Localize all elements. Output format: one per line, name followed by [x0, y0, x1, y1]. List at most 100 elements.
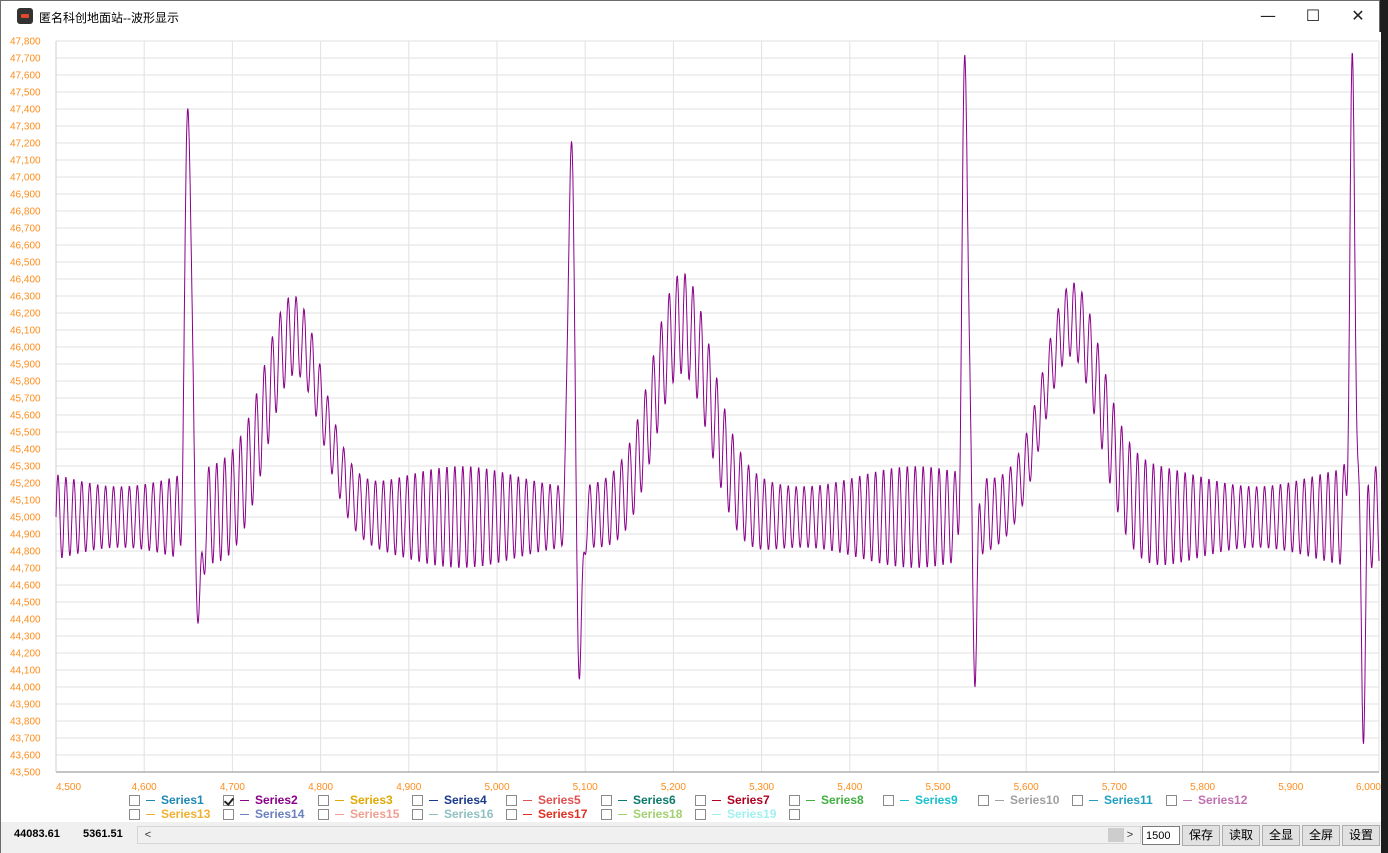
legend-checkbox[interactable] — [318, 809, 329, 820]
legend-swatch-icon — [146, 814, 155, 815]
y-tick-label: 44,500 — [10, 598, 41, 609]
y-tick-label: 46,800 — [10, 207, 41, 218]
legend-label: Series7 — [727, 793, 770, 807]
legend-swatch-icon — [429, 814, 438, 815]
x-tick-label: 6,000 — [1356, 782, 1381, 792]
scroll-thumb[interactable] — [1108, 828, 1124, 842]
legend-label: Series4 — [444, 793, 487, 807]
app-logo-icon — [17, 8, 33, 24]
chart-legend: Series1 Series2 Series3 Series4 Series5 Serie… — [129, 794, 1329, 824]
y-tick-label: 45,500 — [10, 428, 41, 439]
x-tick-label: 5,900 — [1278, 782, 1303, 792]
point-count-input[interactable] — [1142, 826, 1180, 845]
x-tick-label: 5,400 — [837, 782, 862, 792]
legend-label: Series19 — [727, 807, 777, 821]
y-tick-label: 46,200 — [10, 309, 41, 320]
y-tick-label: 47,800 — [10, 37, 41, 48]
legend-swatch-icon — [146, 800, 155, 801]
legend-swatch-icon — [240, 800, 249, 801]
series-layer — [55, 52, 1380, 744]
y-tick-label: 43,700 — [10, 734, 41, 745]
y-tick-label: 46,000 — [10, 343, 41, 354]
x-tick-label: 5,700 — [1102, 782, 1127, 792]
y-tick-label: 47,400 — [10, 105, 41, 116]
y-tick-label: 47,700 — [10, 54, 41, 65]
y-tick-label: 44,200 — [10, 649, 41, 660]
x-tick-label: 4,700 — [220, 782, 245, 792]
legend-swatch-icon — [429, 800, 438, 801]
legend-swatch-icon — [523, 814, 532, 815]
waveform-chart-svg[interactable]: 43,500 43,600 43,700 43,800 43,900 44,000 44,1… — [1, 32, 1381, 793]
show-all-button[interactable]: 全显 — [1262, 825, 1300, 846]
scroll-left-arrow-icon[interactable]: < — [144, 829, 152, 841]
legend-checkbox[interactable] — [129, 795, 140, 806]
y-tick-label: 44,700 — [10, 564, 41, 575]
y-tick-label: 43,600 — [10, 751, 41, 762]
legend-checkbox[interactable] — [129, 809, 140, 820]
y-tick-label: 47,200 — [10, 139, 41, 150]
legend-label: Series11 — [1104, 793, 1153, 807]
y-tick-label: 45,600 — [10, 411, 41, 422]
legend-label: Series17 — [538, 807, 588, 821]
legend-checkbox[interactable] — [601, 795, 612, 806]
horizontal-scrollbar[interactable]: < > — [137, 826, 1141, 844]
legend-label: Series3 — [350, 793, 393, 807]
legend-checkbox[interactable] — [1072, 795, 1083, 806]
legend-swatch-icon — [995, 800, 1004, 801]
y-tick-label: 46,300 — [10, 292, 41, 303]
y-tick-label: 43,800 — [10, 717, 41, 728]
y-tick-label: 45,000 — [10, 513, 41, 524]
save-button[interactable]: 保存 — [1182, 825, 1220, 846]
x-tick-label: 5,500 — [925, 782, 950, 792]
y-tick-label: 44,600 — [10, 581, 41, 592]
legend-checkbox[interactable] — [789, 795, 800, 806]
maximize-button[interactable]: ☐ — [1305, 6, 1321, 25]
y-tick-label: 45,200 — [10, 479, 41, 490]
legend-checkbox[interactable] — [318, 795, 329, 806]
legend-checkbox[interactable] — [695, 795, 706, 806]
title-bar[interactable]: 匿名科创地面站--波形显示 — ☐ ✕ — [1, 1, 1379, 32]
y-tick-label: 45,700 — [10, 394, 41, 405]
legend-checkbox[interactable] — [223, 795, 234, 806]
legend-checkbox[interactable] — [695, 809, 706, 820]
legend-checkbox[interactable] — [412, 795, 423, 806]
load-button[interactable]: 读取 — [1222, 825, 1260, 846]
waveform-chart[interactable]: 43,500 43,600 43,700 43,800 43,900 44,000 44,1… — [1, 32, 1381, 822]
close-button[interactable]: ✕ — [1351, 6, 1365, 25]
y-tick-label: 45,400 — [10, 445, 41, 456]
legend-checkbox[interactable] — [506, 809, 517, 820]
scroll-right-arrow-icon[interactable]: > — [1126, 829, 1134, 841]
x-tick-label: 4,600 — [132, 782, 157, 792]
y-tick-label: 44,000 — [10, 683, 41, 694]
minimize-button[interactable]: — — [1260, 6, 1276, 25]
x-tick-label: 5,600 — [1014, 782, 1039, 792]
legend-checkbox[interactable] — [978, 795, 989, 806]
legend-label: Series10 — [1010, 793, 1060, 807]
legend-checkbox[interactable] — [223, 809, 234, 820]
legend-checkbox[interactable] — [883, 795, 894, 806]
legend-swatch-icon — [1183, 800, 1192, 801]
legend-checkbox[interactable] — [601, 809, 612, 820]
legend-checkbox[interactable] — [412, 809, 423, 820]
y-tick-label: 45,300 — [10, 462, 41, 473]
legend-swatch-icon — [1089, 800, 1098, 801]
cursor-readout-value-a: 44083.61 — [14, 828, 60, 840]
y-tick-label: 46,600 — [10, 241, 41, 252]
legend-swatch-icon — [523, 800, 532, 801]
y-tick-label: 45,800 — [10, 377, 41, 388]
x-tick-label: 4,500 — [56, 782, 81, 792]
settings-button[interactable]: 设置 — [1342, 825, 1380, 846]
legend-swatch-icon — [335, 800, 344, 801]
legend-checkbox[interactable] — [506, 795, 517, 806]
legend-checkbox[interactable] — [1166, 795, 1177, 806]
y-tick-label: 43,900 — [10, 700, 41, 711]
legend-label: Series16 — [444, 807, 494, 821]
legend-checkbox[interactable] — [789, 809, 800, 820]
legend-swatch-icon — [712, 814, 721, 815]
legend-label: Series8 — [821, 793, 864, 807]
legend-label: Series12 — [1198, 793, 1248, 807]
y-tick-label: 46,900 — [10, 190, 41, 201]
fullscreen-button[interactable]: 全屏 — [1302, 825, 1340, 846]
x-axis-ticks: 4,500 4,600 4,700 4,800 4,900 5,000 5,100 5,200… — [56, 782, 1381, 792]
